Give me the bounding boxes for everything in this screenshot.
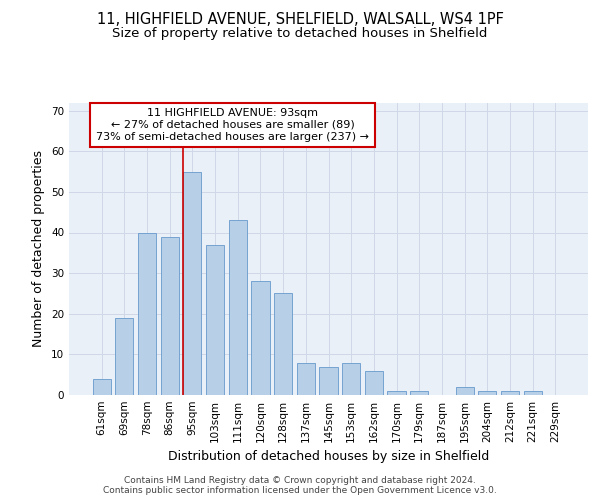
Bar — [92, 379, 111, 395]
Bar — [410, 391, 428, 395]
Bar — [229, 220, 247, 395]
Bar — [115, 318, 133, 395]
Bar — [138, 232, 156, 395]
Bar — [251, 281, 269, 395]
Bar — [524, 391, 542, 395]
Y-axis label: Number of detached properties: Number of detached properties — [32, 150, 46, 348]
Bar — [455, 387, 473, 395]
Text: Size of property relative to detached houses in Shelfield: Size of property relative to detached ho… — [112, 28, 488, 40]
Bar — [365, 370, 383, 395]
Text: Contains HM Land Registry data © Crown copyright and database right 2024.
Contai: Contains HM Land Registry data © Crown c… — [103, 476, 497, 495]
Bar — [206, 244, 224, 395]
Bar — [388, 391, 406, 395]
Bar — [319, 366, 338, 395]
Bar — [161, 236, 179, 395]
Bar — [501, 391, 519, 395]
Text: 11, HIGHFIELD AVENUE, SHELFIELD, WALSALL, WS4 1PF: 11, HIGHFIELD AVENUE, SHELFIELD, WALSALL… — [97, 12, 503, 28]
Bar — [297, 362, 315, 395]
Bar — [478, 391, 496, 395]
X-axis label: Distribution of detached houses by size in Shelfield: Distribution of detached houses by size … — [168, 450, 489, 464]
Bar — [184, 172, 202, 395]
Bar — [342, 362, 360, 395]
Bar — [274, 294, 292, 395]
Text: 11 HIGHFIELD AVENUE: 93sqm
← 27% of detached houses are smaller (89)
73% of semi: 11 HIGHFIELD AVENUE: 93sqm ← 27% of deta… — [96, 108, 369, 142]
